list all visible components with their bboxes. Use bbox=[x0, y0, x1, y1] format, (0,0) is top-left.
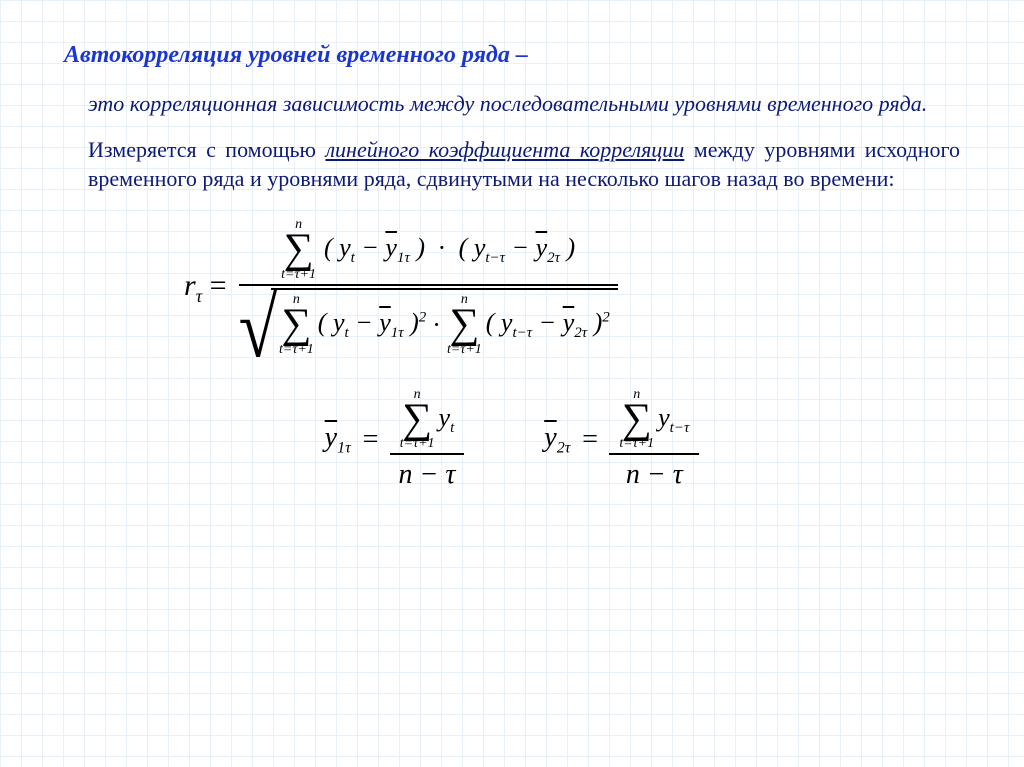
paragraph-definition: это корреляционная зависимость между пос… bbox=[88, 89, 960, 119]
lhs-r-tau: rτ = bbox=[184, 269, 227, 307]
para2-pre: Измеряется с помощью bbox=[88, 137, 325, 162]
denominator: √ n ∑ t=τ+1 ( yt − y1τ )2 · n ∑ bbox=[239, 286, 618, 358]
para2-underlined: линейного коэффициента корреляции bbox=[325, 137, 684, 162]
den-term-2: ( yt−τ − y2τ )2 bbox=[482, 308, 610, 342]
mean-y1: y1τ = n ∑ t=τ+1 yt n − τ bbox=[325, 388, 465, 492]
slide-title: Автокорреляция уровней временного ряда – bbox=[64, 42, 960, 69]
mean-y2: y2τ = n ∑ t=τ+1 yt−τ n − τ bbox=[544, 388, 699, 492]
means-formulas: y1τ = n ∑ t=τ+1 yt n − τ y2τ bbox=[64, 388, 960, 492]
den-term-1: ( yt − y1τ )2 bbox=[314, 308, 427, 342]
formula-block: rτ = n ∑ t=τ+1 ( yt − y1τ ) · ( yt−τ − y… bbox=[64, 218, 960, 491]
numerator: n ∑ t=τ+1 ( yt − y1τ ) · ( yt−τ − y2τ ) bbox=[257, 218, 599, 284]
numerator-term: ( yt − y1τ ) · ( yt−τ − y2τ ) bbox=[320, 233, 575, 262]
paragraph-explanation: Измеряется с помощью линейного коэффицие… bbox=[88, 135, 960, 194]
autocorrelation-formula: rτ = n ∑ t=τ+1 ( yt − y1τ ) · ( yt−τ − y… bbox=[184, 218, 960, 358]
